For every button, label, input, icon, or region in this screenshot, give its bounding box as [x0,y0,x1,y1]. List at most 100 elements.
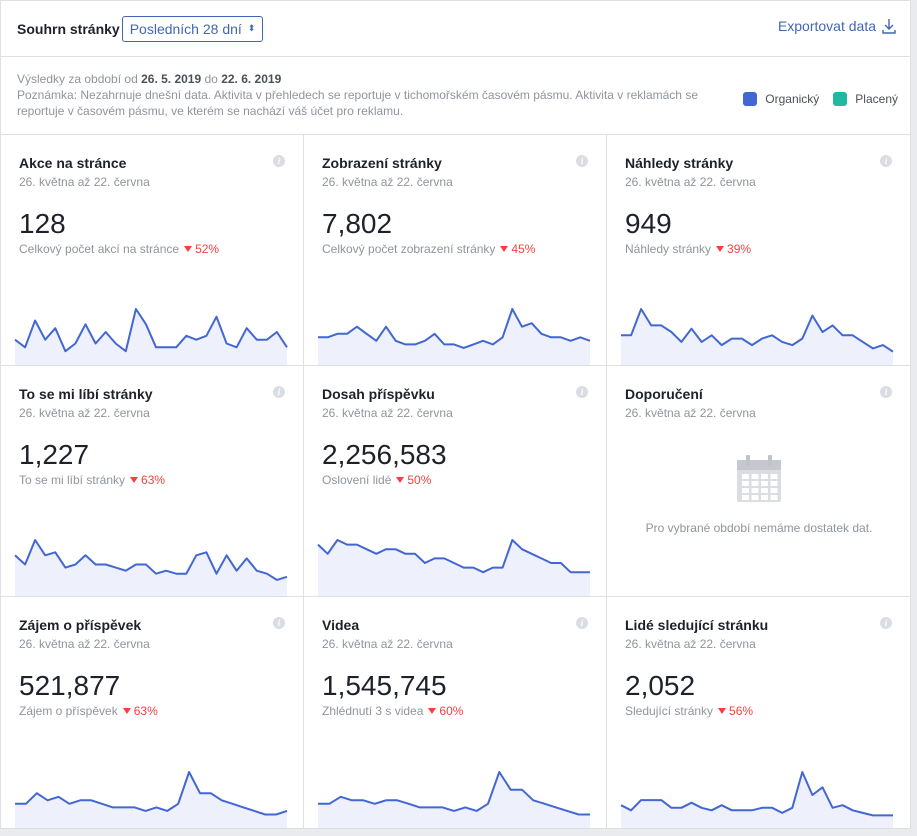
sparkline-chart [621,308,894,365]
sparkline-chart [317,539,590,596]
change-indicator: 50% [396,473,431,487]
sparkline-series-organic [621,308,894,353]
card-title: Dosah příspěvku [322,386,435,402]
info-icon[interactable]: i [880,155,892,167]
card-metric-label: Náhledy stránky [625,242,712,256]
info-icon[interactable]: i [576,155,588,167]
metric-card[interactable]: Lidé sledující stránku 26. května až 22.… [607,597,910,828]
card-value: 1,545,745 [322,670,447,701]
calendar-icon [737,455,781,502]
summary-header: Souhrn stránky Posledních 28 dní ⬍ Expor… [1,1,910,57]
change-indicator: 63% [130,473,165,487]
card-date-range: 26. května až 22. června [19,175,150,189]
empty-state: Pro vybrané období nemáme dostatek dat. [625,454,893,536]
card-value: 2,052 [625,670,696,701]
metric-card[interactable]: To se mi líbí stránky 26. května až 22. … [1,366,304,597]
metric-card[interactable]: Zájem o příspěvek 26. května až 22. červ… [1,597,304,828]
info-icon[interactable]: i [880,617,892,629]
card-metric-label: Celkový počet akcí na stránce [19,242,180,256]
card-metric-label: Zhlédnutí 3 s videa [322,704,424,718]
card-subtitle: Náhledy stránky 39% [625,242,893,256]
sparkline-series-organic [14,308,288,353]
card-subtitle: Zhlédnutí 3 s videa 60% [322,704,589,718]
info-bar: Výsledky za období od 26. 5. 2019 do 22.… [1,57,910,135]
sparkline-chart [318,771,590,828]
sparkline-chart [318,308,591,365]
card-subtitle: Zájem o příspěvek 63% [19,704,286,718]
metric-card[interactable]: Akce na stránce 26. května až 22. června… [1,135,304,366]
export-data-link[interactable]: Exportovat data [778,18,896,34]
metric-card[interactable]: Doporučení 26. května až 22. června i Pr… [607,366,910,597]
period-select[interactable]: Posledních 28 dní ⬍ [121,15,264,42]
card-date-range: 26. května až 22. června [322,175,453,189]
change-percent: 56% [729,704,754,718]
card-value: 2,256,583 [322,439,447,470]
info-icon[interactable]: i [576,617,588,629]
card-title: Akce na stránce [19,155,127,171]
down-triangle-icon [184,246,193,252]
down-triangle-icon [718,708,727,714]
card-subtitle: Sledující stránky 56% [625,704,893,718]
sparkline-chart [15,771,288,828]
card-subtitle: Celkový počet zobrazení stránky 45% [322,242,589,256]
card-date-range: 26. května až 22. června [625,406,756,420]
sparkline-series-organic [15,771,288,816]
card-date-range: 26. května až 22. června [625,637,756,651]
card-title: Zájem o příspěvek [19,617,142,633]
sparkline-area [621,309,893,365]
metric-card[interactable]: Videa 26. května až 22. června i 1,545,7… [304,597,607,828]
download-icon [882,19,896,34]
change-percent: 63% [141,473,166,487]
card-date-range: 26. května až 22. června [625,175,756,189]
sparkline-chart [14,539,288,596]
info-icon[interactable]: i [273,155,285,167]
legend-organic: Organický [743,91,819,107]
range-to: 22. 6. 2019 [221,72,282,86]
card-title: Lidé sledující stránku [625,617,769,633]
sparkline-series-organic [620,771,893,817]
card-title: Doporučení [625,386,703,402]
sparkline-series-organic [318,308,591,349]
organic-swatch [743,92,758,106]
paid-swatch [833,92,848,106]
sparkline-series-organic [318,771,590,816]
change-indicator: 56% [718,704,753,718]
change-indicator: 60% [428,704,463,718]
period-select-value: Posledních 28 dní [129,20,242,37]
down-triangle-icon [122,708,131,714]
card-title: Zobrazení stránky [322,155,442,171]
range-from: 26. 5. 2019 [141,72,202,86]
card-subtitle: Oslovení lidé 50% [322,473,589,487]
down-triangle-icon [716,246,725,252]
change-indicator: 63% [122,704,158,718]
card-date-range: 26. května až 22. června [19,637,150,651]
metric-card[interactable]: Dosah příspěvku 26. května až 22. června… [304,366,607,597]
card-title: Náhledy stránky [625,155,734,171]
sparkline-series-organic [317,539,590,574]
change-percent: 50% [407,473,432,487]
sparkline-area [318,540,590,596]
change-indicator: 52% [184,242,219,256]
info-icon[interactable]: i [576,386,588,398]
change-indicator: 45% [500,242,535,256]
sparkline-area [318,772,590,828]
info-icon[interactable]: i [880,386,892,398]
card-metric-label: Zájem o příspěvek [19,704,118,718]
change-percent: 45% [511,242,536,256]
legend-paid-label: Placený [855,92,898,106]
legend-paid: Placený [833,91,898,107]
card-metric-label: Oslovení lidé [322,473,392,487]
sparkline-area [318,309,590,365]
card-metric-label: Celkový počet zobrazení stránky [322,242,496,256]
legend: Organický Placený [729,91,898,107]
change-percent: 52% [195,242,220,256]
empty-state-text: Pro vybrané období nemáme dostatek dat. [645,521,873,535]
range-mid: do [204,72,218,86]
metric-card[interactable]: Zobrazení stránky 26. května až 22. červ… [304,135,607,366]
info-icon[interactable]: i [273,617,285,629]
info-icon[interactable]: i [273,386,285,398]
sparkline-area [15,772,287,828]
card-date-range: 26. května až 22. června [322,406,453,420]
metric-card[interactable]: Náhledy stránky 26. května až 22. června… [607,135,910,366]
